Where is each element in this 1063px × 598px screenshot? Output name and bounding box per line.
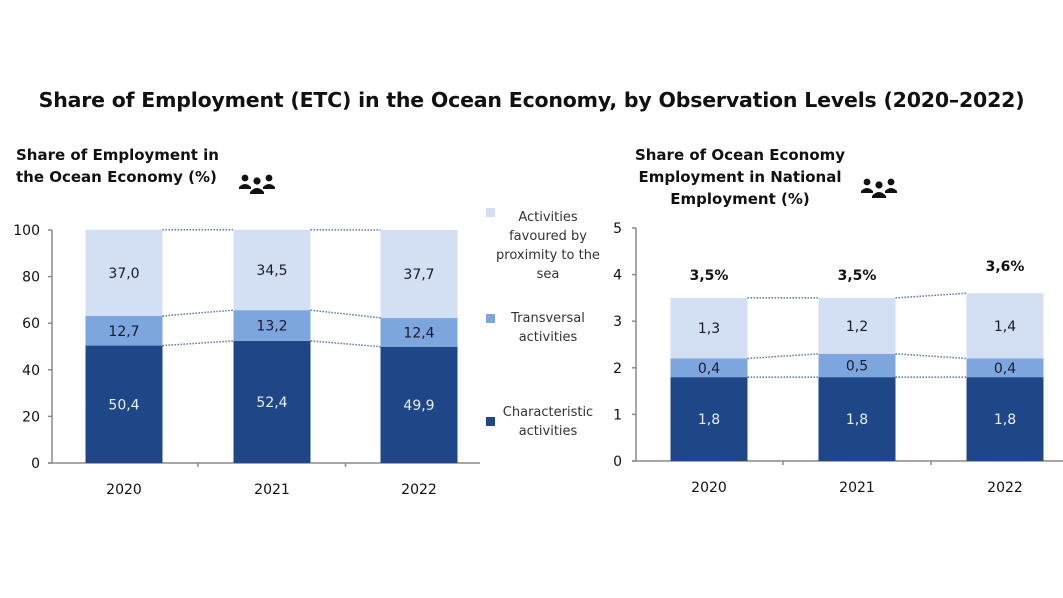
x-tick-label: 2021	[254, 482, 290, 498]
bar-segment-proximity	[818, 297, 896, 354]
right-chart-title-line: Employment (%)	[670, 190, 810, 208]
data-label: 1,3	[698, 321, 720, 337]
y-tick-label: 3	[613, 314, 622, 330]
data-label: 12,7	[108, 324, 139, 340]
total-label: 3,5%	[838, 268, 877, 284]
connector-line	[895, 292, 967, 299]
x-tick-label: 2020	[691, 480, 727, 496]
left-chart-title-line: Share of Employment in	[16, 146, 219, 164]
y-tick-label: 5	[613, 221, 622, 237]
right-chart-title: Share of Ocean Economy Employment in Nat…	[610, 144, 870, 210]
bar-segment-proximity	[233, 229, 311, 311]
data-label: 0,4	[698, 361, 720, 377]
data-label: 52,4	[256, 395, 287, 411]
legend-label: Transversal activities	[511, 311, 585, 345]
y-tick-label: 0	[613, 454, 622, 470]
bar-segment-proximity	[85, 229, 163, 316]
bar-segment-transversal	[818, 353, 896, 378]
bar-segment-transversal	[966, 358, 1044, 378]
data-label: 13,2	[256, 319, 287, 335]
total-label: 3,5%	[690, 268, 729, 284]
bar-segment-proximity	[966, 293, 1044, 359]
right-chart-title-line: Employment in National	[638, 168, 842, 186]
data-label: 1,8	[698, 412, 720, 428]
data-label: 37,0	[108, 266, 139, 282]
y-tick-label: 100	[13, 223, 40, 239]
bar-segment-characteristic	[966, 377, 1044, 461]
y-tick-label: 60	[22, 316, 40, 332]
bar-segment-characteristic	[85, 345, 163, 463]
people-group-icon	[861, 178, 897, 198]
bar-segment-characteristic	[233, 340, 311, 463]
data-label: 37,7	[403, 267, 434, 283]
legend-label: Characteristic activities	[502, 405, 594, 439]
total-label: 3,6%	[986, 259, 1025, 275]
left-chart-title: Share of Employment in the Ocean Economy…	[16, 144, 246, 188]
people-group-icon	[239, 174, 275, 194]
bar-segment-transversal	[85, 315, 163, 346]
data-label: 34,5	[256, 263, 287, 279]
legend-swatch	[486, 417, 495, 426]
data-label: 1,2	[846, 319, 868, 335]
y-tick-label: 1	[613, 407, 622, 423]
bar-segment-transversal	[670, 358, 748, 378]
bar-segment-transversal	[380, 317, 458, 347]
data-label: 1,4	[994, 319, 1016, 335]
data-label: 49,9	[403, 398, 434, 414]
data-label: 50,4	[108, 397, 139, 413]
y-tick-label: 40	[22, 363, 40, 379]
x-tick-label: 2021	[839, 480, 875, 496]
x-tick-label: 2022	[987, 480, 1023, 496]
bar-segment-characteristic	[380, 346, 458, 463]
y-tick-label: 2	[613, 361, 622, 377]
bar-segment-proximity	[380, 230, 458, 318]
y-tick-label: 4	[613, 268, 622, 284]
bar-segment-proximity	[670, 297, 748, 359]
connector-line	[747, 353, 819, 360]
legend-swatch	[486, 314, 495, 323]
legend-label: Activities favoured by proximity to the …	[496, 210, 600, 282]
y-tick-label: 0	[31, 456, 40, 472]
connector-line	[162, 309, 234, 317]
x-tick-label: 2020	[106, 482, 142, 498]
connector-line	[895, 353, 967, 360]
connector-line	[310, 340, 381, 348]
data-label: 0,4	[994, 361, 1016, 377]
data-label: 0,5	[846, 358, 868, 374]
bar-segment-characteristic	[818, 377, 896, 461]
right-chart: 0 1 2 3 4 5 1,8 0,4 1,3 2020 3,5% 1,8 0,5 1,2 2021 3,5%…	[613, 221, 1063, 496]
y-tick-label: 20	[22, 409, 40, 425]
connector-line	[310, 309, 381, 319]
legend-swatch	[486, 208, 495, 217]
left-chart: 0 20 40 60 80 100 50,4 12,7 37,0 2020 52,4 13,2 34,5…	[13, 223, 480, 498]
connector-line	[162, 340, 234, 347]
data-label: 1,8	[994, 412, 1016, 428]
left-chart-title-line: the Ocean Economy (%)	[16, 168, 217, 186]
right-chart-title-line: Share of Ocean Economy	[634, 146, 846, 164]
y-tick-label: 80	[22, 270, 40, 286]
data-label: 12,4	[403, 325, 434, 341]
x-tick-label: 2022	[401, 482, 437, 498]
main-title: Share of Employment (ETC) in the Ocean E…	[38, 88, 1025, 112]
bar-segment-transversal	[233, 310, 311, 341]
bar-segment-characteristic	[670, 377, 748, 461]
data-label: 1,8	[846, 412, 868, 428]
